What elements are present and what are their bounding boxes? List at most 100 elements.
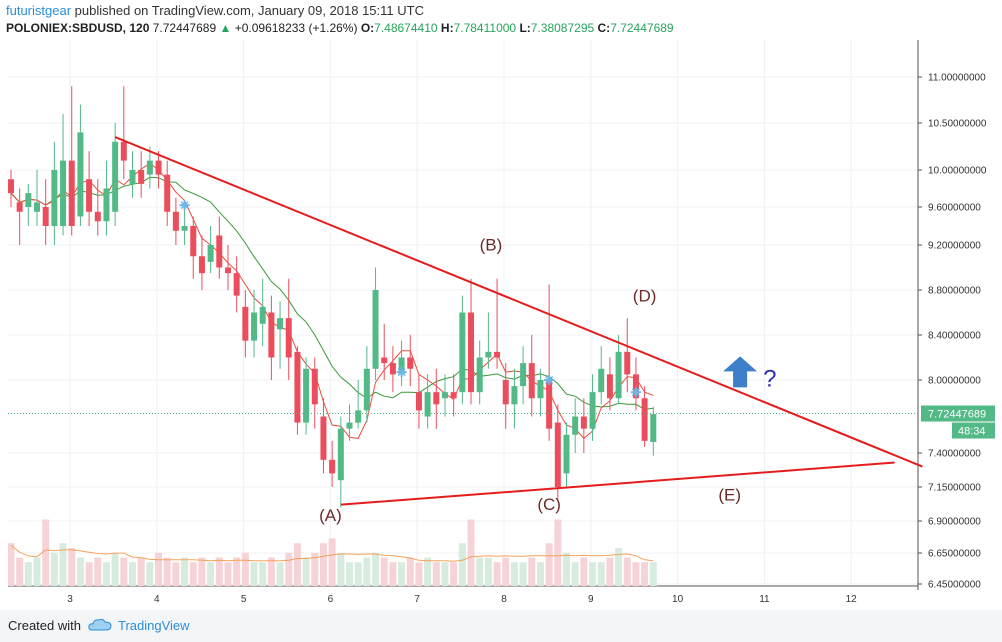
candle-body [198,256,205,274]
volume-bar [476,557,484,586]
volume-bar [215,557,223,586]
candle-down [606,357,613,411]
wave-label: (D) [633,286,657,305]
volume-bar [328,538,336,586]
candle-body [615,351,622,399]
candle-body [641,398,648,441]
up-arrow-icon [723,356,758,388]
candle-body [8,179,14,194]
candle-up [537,368,544,417]
wave-label: (C) [537,495,561,514]
candle-up [346,404,353,441]
plot-area [8,86,657,586]
candle-down [164,160,171,226]
candle-up [60,113,67,236]
x-tick-label: 7 [414,594,420,605]
candle-up [520,346,527,405]
candle-down [450,374,457,417]
candle-body [632,374,639,399]
volume-bar [181,557,189,586]
signal-marker-icon [396,367,407,378]
candle-body [494,351,501,358]
volume-bar [137,557,145,586]
price-tag-bg [921,405,995,422]
open-value: 7.48674410 [374,21,438,35]
volume-bar [250,562,258,586]
candle-body [363,368,370,411]
candle-body [34,202,41,212]
y-tick-label: 8.00000000 [928,376,981,387]
volume-bar [562,552,570,586]
countdown-label: 48:34 [958,426,986,438]
candle-body [424,392,431,417]
marker-stroke [180,201,189,210]
candle-body [259,306,266,324]
candle-body [60,160,67,226]
candle-body [398,357,405,375]
volume-bar [649,562,657,586]
candle-body [520,363,527,387]
candle-body [346,422,353,429]
volume-bar [615,548,623,586]
volume-bar [519,562,527,586]
volume-bar [128,562,136,586]
volume-bar [16,557,24,586]
volume-bar [502,557,510,586]
volume-bar [450,562,458,586]
candle-down [224,245,231,290]
candle-down [389,346,396,393]
y-tick-label: 9.20000000 [928,241,981,252]
created-with-label: Created with [8,618,81,633]
candle-up [34,170,41,226]
candle-body [155,160,162,175]
candle-down [172,197,179,245]
candle-down [233,256,240,313]
candle-body [502,380,509,405]
candle-body [181,226,188,231]
low-label: L: [519,21,531,35]
volume-bar [311,552,319,586]
candle-down [294,346,301,435]
candle-body [546,380,553,429]
candle-body [207,245,214,262]
volume-bar [8,543,15,586]
candle-body [624,351,631,375]
candle-body [311,368,318,405]
x-tick-label: 3 [67,594,73,605]
candle-up [103,160,110,236]
candle-body [537,380,544,399]
candle-down [138,151,145,198]
publish-header: futuristgear published on TradingView.co… [6,3,424,18]
y-tick-label: 7.15000000 [928,483,981,494]
candle-up [424,374,431,429]
volume-bar [372,552,380,586]
candle-down [198,235,205,290]
candle-body [303,368,310,423]
low-value: 7.38087295 [530,21,595,35]
candle-up [277,301,284,369]
x-tick-label: 10 [672,594,684,605]
candle-up [129,151,136,198]
candle-up [51,141,58,245]
candle-body [415,392,422,411]
candle-down [580,398,587,453]
y-tick-label: 7.40000000 [928,449,981,460]
candle-up [303,357,310,435]
tradingview-link[interactable]: TradingView [118,618,190,633]
candle-up [572,398,579,453]
y-tick-label: 6.65000000 [928,549,981,560]
author-link[interactable]: futuristgear [6,3,72,18]
volume-bar [597,562,605,586]
candle-down [216,216,223,279]
candle-body [381,357,388,364]
candle-body [372,290,379,369]
candle-up [511,368,518,429]
candle-up [355,380,362,429]
candle-body [320,416,327,460]
price-chart[interactable]: 11.00000000 10.50000000 10.00000000 9.60000… [0,0,1002,610]
x-tick-label: 6 [328,594,334,605]
high-label: H: [440,21,454,35]
candle-down [155,151,162,189]
open-label: O: [360,21,375,35]
